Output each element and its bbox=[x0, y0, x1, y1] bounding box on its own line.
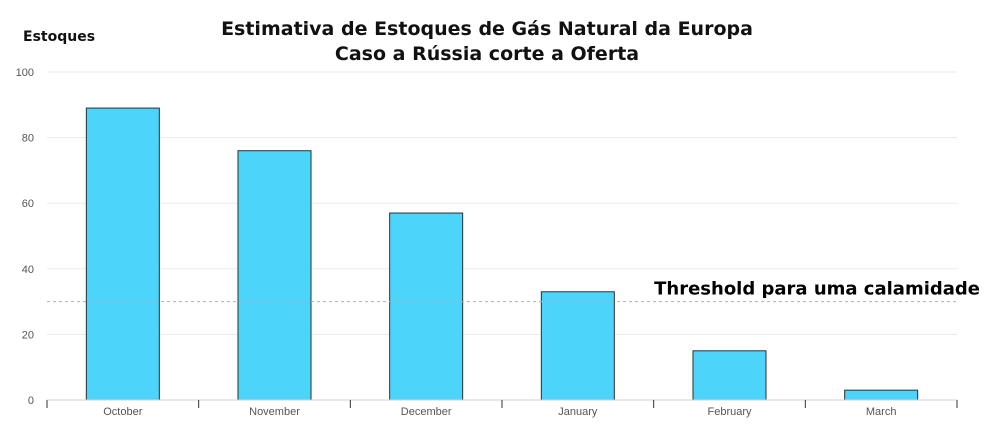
chart-title-line-2: Caso a Rússia corte a Oferta bbox=[335, 43, 639, 65]
x-tick-label: February bbox=[707, 406, 752, 418]
y-tick-label: 80 bbox=[22, 133, 34, 145]
x-tick-label: March bbox=[866, 406, 897, 418]
gridlines bbox=[47, 71, 957, 335]
bar-december bbox=[389, 212, 464, 401]
x-tick-label: January bbox=[558, 406, 598, 418]
y-axis-label: Estoques bbox=[23, 29, 95, 45]
chart-title-line-1: Estimativa de Estoques de Gás Natural da… bbox=[221, 18, 753, 40]
y-tick-label: 20 bbox=[22, 329, 34, 341]
y-axis: 0 20 40 60 80 100 bbox=[16, 67, 34, 407]
bar-march bbox=[844, 389, 919, 401]
x-tick-label: October bbox=[103, 406, 142, 418]
y-tick-label: 40 bbox=[22, 264, 34, 276]
chart-title: Estimativa de Estoques de Gás Natural da… bbox=[221, 18, 753, 65]
x-tick-label: December bbox=[401, 406, 452, 418]
threshold-label: Threshold para uma calamidade bbox=[654, 279, 980, 300]
bar-january bbox=[540, 291, 615, 401]
y-tick-label: 100 bbox=[16, 67, 34, 79]
threshold: Threshold para uma calamidade bbox=[47, 279, 980, 303]
y-tick-label: 0 bbox=[28, 395, 34, 407]
bars bbox=[85, 107, 919, 401]
bar-february bbox=[692, 350, 767, 401]
y-tick-label: 60 bbox=[22, 198, 34, 210]
bar-october bbox=[85, 107, 160, 401]
x-tick-label: November bbox=[249, 406, 300, 418]
bar-november bbox=[237, 150, 312, 401]
x-axis: October November December January February Ma… bbox=[46, 399, 958, 418]
